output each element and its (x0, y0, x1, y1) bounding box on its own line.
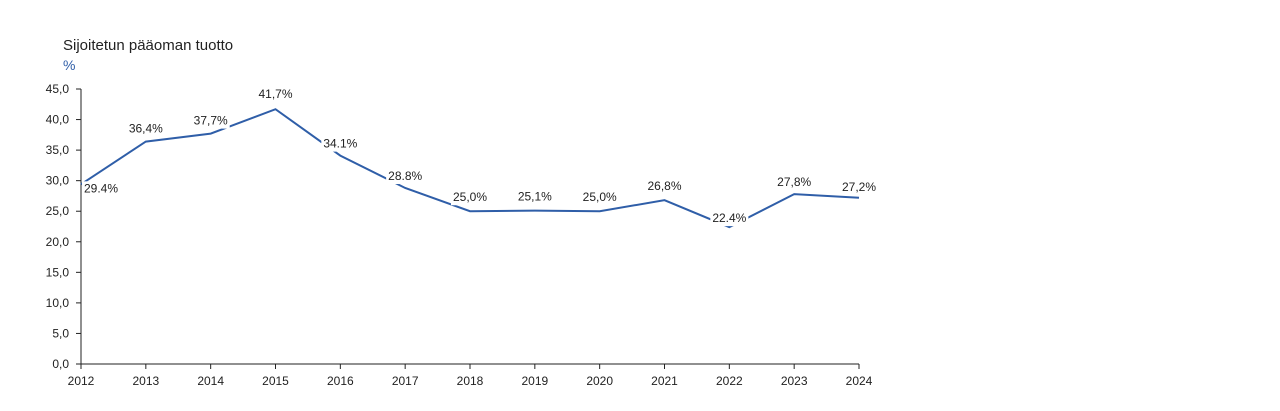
data-labels: 29.4% 36,4% 37,7% 41,7% 34.1% 28.8% 25,0% 25,1%… (81, 87, 879, 227)
data-label: 36,4% (129, 122, 163, 136)
data-label-background (775, 175, 814, 191)
y-axis-ticks: 0,0 5,0 10,0 15,0 20,0 25,0 30,0 35,0 40,0 45,0 (46, 82, 81, 371)
data-label-background (645, 179, 684, 195)
x-tick-label: 2020 (586, 374, 613, 388)
x-tick-label: 2016 (327, 374, 354, 388)
y-tick-label: 5,0 (52, 326, 69, 340)
y-tick-label: 25,0 (46, 204, 70, 218)
y-tick-label: 30,0 (46, 174, 70, 188)
data-label: 22.4% (712, 211, 746, 225)
x-tick-label: 2018 (457, 374, 484, 388)
data-label: 25,0% (583, 190, 617, 204)
data-label: 28.8% (388, 169, 422, 183)
data-label: 27,8% (777, 175, 811, 189)
series-line (80, 108, 860, 229)
x-tick-label: 2023 (781, 374, 808, 388)
data-label-background (321, 136, 360, 152)
chart-title: Sijoitetun pääoman tuotto (63, 37, 233, 54)
data-label: 25,0% (453, 190, 487, 204)
data-label-background (839, 179, 879, 195)
x-axis-ticks: 2012 2013 2014 2015 2016 2017 2018 2019 2020 2021… (68, 364, 873, 388)
data-label-background (450, 190, 490, 206)
x-tick-label: 2015 (262, 374, 289, 388)
x-tick-label: 2017 (392, 374, 419, 388)
y-tick-label: 15,0 (46, 265, 70, 279)
data-label-background (81, 181, 121, 197)
x-tick-label: 2021 (651, 374, 678, 388)
data-label-background (580, 190, 619, 206)
x-tick-label: 2013 (132, 374, 159, 388)
x-tick-label: 2019 (521, 374, 548, 388)
x-tick-label: 2014 (197, 374, 224, 388)
data-label: 27,2% (842, 180, 876, 194)
data-label-background (386, 169, 425, 184)
y-tick-label: 0,0 (52, 357, 69, 371)
y-tick-label: 35,0 (46, 143, 70, 157)
y-axis-unit-label: % (63, 57, 75, 73)
x-tick-label: 2024 (846, 374, 873, 388)
data-label: 34.1% (323, 137, 357, 151)
data-label: 29.4% (84, 181, 118, 195)
data-label-background (191, 113, 230, 129)
data-label-background (256, 87, 295, 103)
chart-axes (80, 89, 859, 365)
y-tick-label: 40,0 (46, 113, 70, 127)
x-tick-label: 2012 (68, 374, 95, 388)
data-label: 37,7% (194, 114, 228, 128)
data-label-background (515, 189, 554, 205)
y-tick-label: 10,0 (46, 296, 70, 310)
data-label: 41,7% (258, 87, 292, 101)
y-tick-label: 20,0 (46, 235, 70, 249)
x-tick-label: 2022 (716, 374, 743, 388)
data-label: 26,8% (647, 179, 681, 193)
data-label-background (126, 121, 165, 137)
y-tick-label: 45,0 (46, 82, 70, 96)
data-label-background (710, 211, 749, 227)
data-label: 25,1% (518, 190, 552, 204)
